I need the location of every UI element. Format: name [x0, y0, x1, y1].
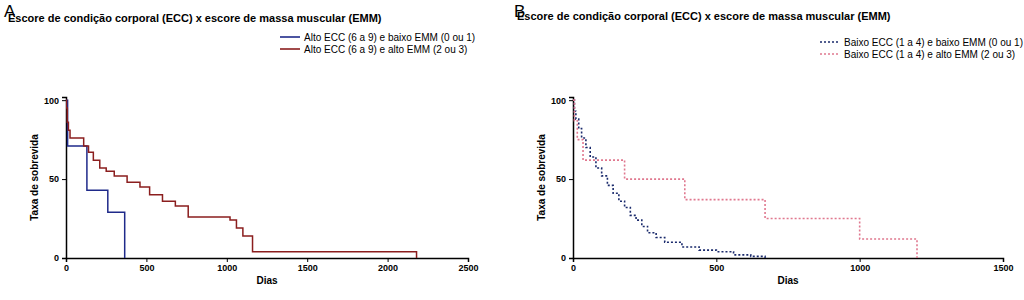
x-axis-title: Dias — [777, 275, 799, 286]
y-tick-label: 0 — [561, 253, 566, 263]
x-tick-mark — [227, 258, 228, 262]
y-tick: 0 — [54, 253, 66, 263]
legend-swatch — [820, 53, 840, 55]
x-tick: 500 — [139, 258, 154, 273]
legend-label: Baixo ECC (1 a 4) e alto EMM (2 ou 3) — [844, 49, 1015, 60]
x-tick-label: 1000 — [217, 263, 237, 273]
y-tick-mark — [62, 258, 66, 259]
x-tick: 0 — [64, 258, 69, 273]
x-tick: 1500 — [993, 258, 1013, 273]
x-tick-label: 2500 — [458, 263, 478, 273]
y-tick: 100 — [551, 96, 573, 106]
x-axis: 0 500 1000 1500 — [571, 258, 1014, 273]
legend: Baixo ECC (1 a 4) e baixo EMM (0 ou 1)Ba… — [820, 37, 1023, 60]
x-tick-mark — [146, 258, 147, 262]
x-tick: 500 — [709, 258, 724, 273]
legend-swatch — [280, 36, 300, 38]
y-tick: 0 — [561, 253, 573, 263]
y-tick-mark — [569, 100, 573, 101]
panel: BEscore de condição corporal (ECC) x esc… — [514, 2, 1023, 286]
x-tick-mark — [716, 258, 717, 262]
title: Escore de condição corporal (ECC) x esco… — [517, 10, 891, 22]
y-axis: 0 50 100 — [551, 96, 574, 264]
y-tick: 100 — [44, 96, 66, 106]
legend-label: Alto ECC (6 a 9) e baixo EMM (0 ou 1) — [304, 32, 475, 43]
x-tick-mark — [388, 258, 389, 262]
x-tick-label: 0 — [64, 263, 69, 273]
y-axis-line — [569, 98, 574, 259]
x-axis-title: Dias — [256, 275, 278, 286]
x-tick: 2000 — [378, 258, 398, 273]
x-tick-label: 1500 — [993, 263, 1013, 273]
legend-swatch — [280, 48, 300, 50]
x-tick-mark — [860, 258, 861, 262]
legend-label: Alto ECC (6 a 9) e alto EMM (2 ou 3) — [304, 44, 467, 55]
y-axis: 0 50 100 — [44, 96, 67, 264]
x-tick: 1000 — [850, 258, 870, 273]
y-axis-title: Taxa de sobrevida — [536, 134, 547, 221]
x-tick-label: 2000 — [378, 263, 398, 273]
y-tick-label: 0 — [54, 253, 59, 263]
x-axis: 0 500 1000 1500 2000 2500 — [64, 258, 479, 273]
x-tick-label: 1500 — [298, 263, 318, 273]
y-axis-title: Taxa de sobrevida — [29, 134, 40, 221]
panel: AEscore de condição corporal (ECC) x esc… — [4, 2, 479, 286]
plot-area — [66, 100, 417, 258]
x-tick-label: 1000 — [850, 263, 870, 273]
x-tick: 1500 — [298, 258, 318, 273]
x-tick-mark — [468, 258, 469, 262]
y-tick-label: 50 — [556, 174, 566, 184]
x-axis-line — [574, 259, 1004, 263]
legend-swatch — [820, 41, 840, 43]
survival-line — [573, 100, 765, 258]
x-tick: 1000 — [217, 258, 237, 273]
survival-line — [66, 100, 125, 258]
y-tick-mark — [62, 100, 66, 101]
figure: AEscore de condição corporal (ECC) x esc… — [0, 0, 1024, 300]
y-tick-label: 100 — [551, 96, 566, 106]
title: Escore de condição corporal (ECC) x esco… — [8, 12, 382, 24]
x-tick-mark — [307, 258, 308, 262]
y-axis-line — [62, 98, 67, 259]
y-tick: 50 — [556, 174, 573, 184]
y-tick-mark — [62, 179, 66, 180]
x-axis-line — [67, 259, 469, 263]
x-tick: 0 — [571, 258, 576, 273]
y-tick-label: 50 — [49, 174, 59, 184]
legend-label: Baixo ECC (1 a 4) e baixo EMM (0 ou 1) — [844, 37, 1023, 48]
y-tick-label: 100 — [44, 96, 59, 106]
survival-line — [573, 100, 917, 258]
x-tick-mark — [1003, 258, 1004, 262]
survival-line — [66, 100, 417, 258]
y-tick-mark — [569, 258, 573, 259]
y-tick: 50 — [49, 174, 66, 184]
x-tick-label: 500 — [139, 263, 154, 273]
x-tick: 2500 — [458, 258, 478, 273]
legend: Alto ECC (6 a 9) e baixo EMM (0 ou 1)Alt… — [280, 32, 475, 55]
plot-area — [573, 100, 917, 258]
y-tick-mark — [569, 179, 573, 180]
x-tick-label: 0 — [571, 263, 576, 273]
x-tick-label: 500 — [709, 263, 724, 273]
